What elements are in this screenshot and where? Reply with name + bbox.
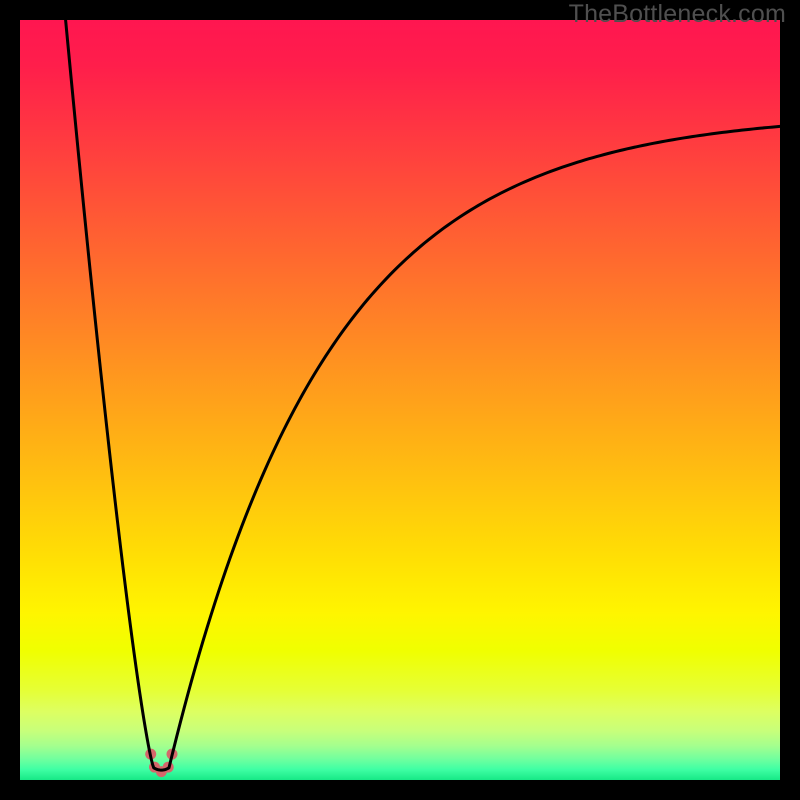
plot-svg xyxy=(20,20,780,780)
plot-area xyxy=(20,20,780,780)
watermark-text: TheBottleneck.com xyxy=(569,0,786,29)
gradient-background xyxy=(20,20,780,780)
